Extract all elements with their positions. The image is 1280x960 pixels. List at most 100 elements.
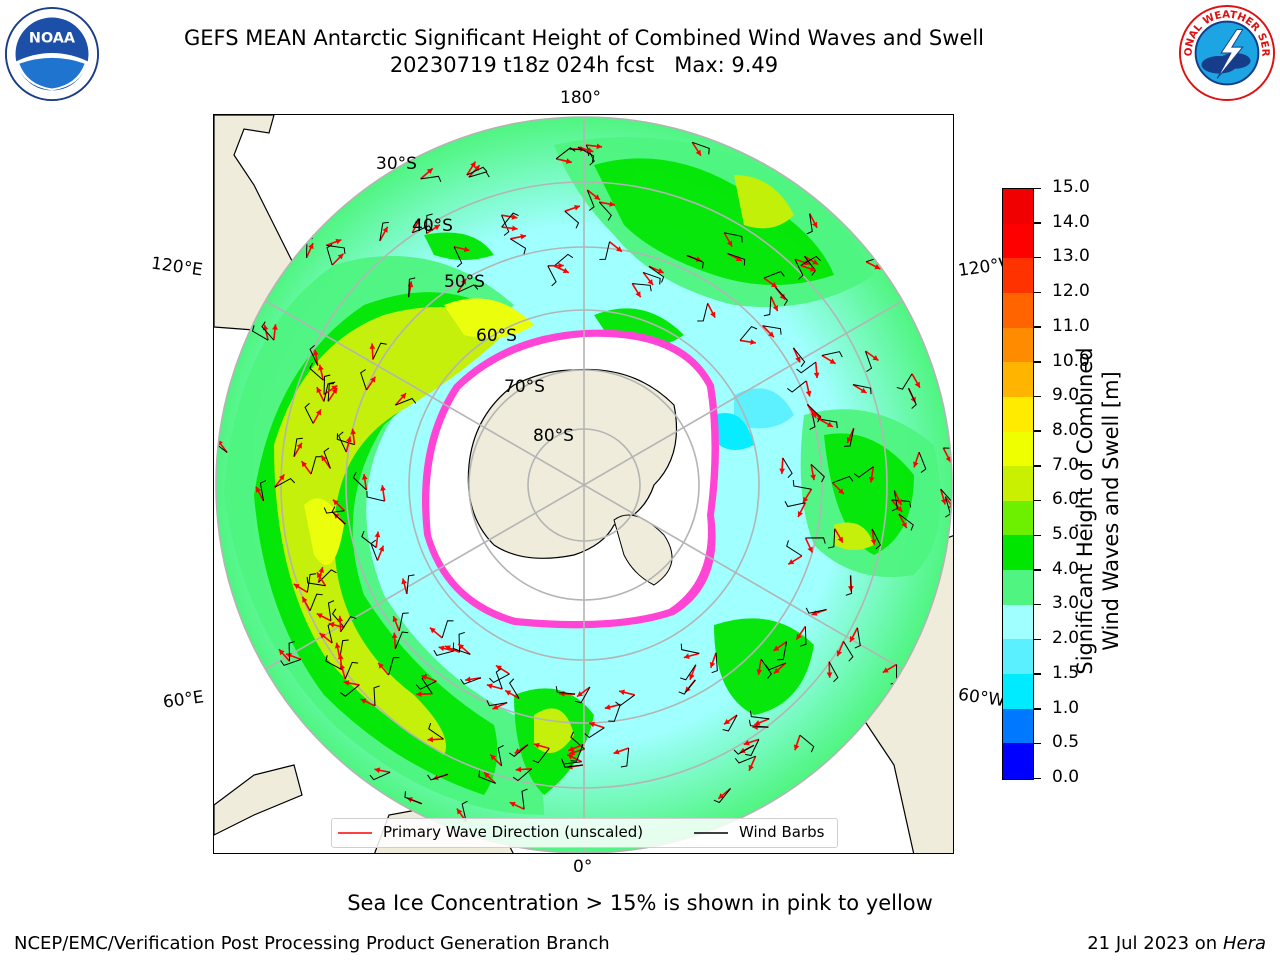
wind-barb	[794, 259, 804, 280]
wind-barb	[777, 641, 788, 661]
colorbar-tick-label: 1.5	[1052, 662, 1080, 683]
wind-barb	[891, 499, 912, 508]
wind-barb	[827, 528, 836, 549]
wind-barb	[555, 686, 576, 695]
wind-barb	[501, 215, 510, 236]
wind-barb	[722, 714, 738, 732]
wind-barb	[845, 575, 853, 596]
wave-direction-arrowhead	[343, 680, 350, 686]
wave-direction-arrowhead	[308, 243, 314, 250]
wave-direction-arrowhead	[750, 339, 756, 345]
wave-direction-arrowhead	[683, 653, 690, 659]
wave-direction-arrowhead	[346, 436, 352, 443]
wind-barb	[844, 428, 855, 447]
wave-direction-arrowhead	[574, 204, 580, 211]
wind-barb	[800, 255, 821, 266]
wave-direction-arrowhead	[444, 645, 451, 651]
wave-direction-arrowhead	[836, 650, 843, 657]
colorbar-tick-label: 10.0	[1052, 350, 1090, 371]
colorbar-segment	[1003, 362, 1033, 398]
wind-barb	[323, 447, 331, 469]
colorbar-tick-mark	[1034, 465, 1041, 467]
wave-direction-arrowhead	[421, 674, 428, 681]
wave-direction-arrowhead	[426, 168, 433, 174]
wind-barb	[495, 668, 503, 690]
wind-barb	[748, 719, 769, 728]
colorbar-tick-mark	[1034, 395, 1041, 398]
wind-barb	[425, 213, 433, 234]
wind-barb	[763, 296, 772, 317]
colorbar-segment	[1003, 258, 1033, 294]
wave-direction-arrowhead	[438, 645, 445, 652]
wave-direction-arrowhead	[868, 476, 875, 483]
colorbar-segment	[1003, 223, 1033, 259]
wave-direction-arrowhead	[589, 721, 595, 728]
wave-direction-arrowhead	[810, 474, 816, 481]
colorbar-tick-label: 3.0	[1052, 593, 1080, 614]
colorbar-tick-label: 11.0	[1052, 315, 1090, 336]
wind-barb	[853, 466, 874, 478]
wind-barb	[678, 679, 696, 695]
colorbar-segment	[1003, 604, 1033, 640]
wind-barb	[326, 244, 346, 254]
wind-barb	[441, 620, 454, 639]
wind-barb	[406, 574, 415, 594]
wave-direction-arrowhead	[567, 754, 574, 760]
wave-direction-arrowhead	[293, 583, 300, 590]
wave-direction-arrowhead	[332, 499, 339, 506]
wave-direction-arrowhead	[849, 635, 856, 642]
colorbar-tick-label: 7.0	[1052, 454, 1080, 475]
wind-barb	[733, 744, 755, 755]
wind-barb	[521, 788, 528, 810]
wind-barb	[584, 727, 605, 739]
wind-barb	[615, 694, 635, 707]
wind-barb	[787, 380, 807, 393]
wave-direction-arrowhead	[807, 546, 813, 553]
wind-barb	[280, 658, 302, 666]
wave-direction-arrowhead	[316, 387, 322, 394]
lon-label-60e: 60°E	[161, 687, 206, 713]
wind-barb	[512, 768, 533, 782]
wind-barb	[765, 662, 787, 671]
wave-direction-arrowhead	[465, 676, 471, 683]
wave-direction-arrowhead	[788, 559, 795, 565]
colorbar-segment	[1003, 189, 1033, 225]
colorbar	[1002, 188, 1034, 780]
wave-direction-arrowhead	[604, 704, 611, 710]
wind-barb	[293, 437, 303, 457]
wind-barb	[943, 447, 952, 455]
wind-barb	[532, 748, 550, 764]
wave-direction-arrowhead	[391, 632, 398, 639]
wind-barb	[806, 213, 813, 235]
wave-direction-arrowhead	[810, 266, 816, 272]
colorbar-tick-label: 15.0	[1052, 177, 1090, 197]
wind-barb	[395, 397, 417, 406]
wave-direction-arrowhead	[710, 311, 716, 318]
wave-direction-arrowhead	[594, 194, 601, 200]
colorbar-segment	[1003, 639, 1033, 675]
wind-barb	[373, 685, 380, 706]
colorbar-tick-label: 14.0	[1052, 211, 1090, 232]
lon-label-0: 0°	[573, 857, 593, 877]
wave-direction-arrowhead	[802, 496, 809, 503]
wave-direction-arrowhead	[458, 643, 465, 650]
wave-direction-arrowhead	[874, 264, 881, 270]
legend-swatch-barb	[694, 832, 728, 834]
wind-barb	[340, 616, 357, 633]
wind-barb	[344, 661, 359, 680]
wind-barb	[852, 384, 872, 395]
wind-barb	[793, 347, 806, 368]
colorbar-segment	[1003, 570, 1033, 606]
wind-barb	[854, 627, 861, 649]
lat-label-30s: 30°S	[376, 154, 417, 174]
colorbar-tick-mark	[1034, 777, 1041, 779]
wave-direction-arrowhead	[460, 278, 467, 285]
wave-height-field	[224, 137, 941, 815]
wind-barb	[394, 631, 409, 649]
wave-direction-arrowhead	[533, 742, 540, 749]
wave-direction-arrowhead	[315, 409, 321, 416]
wave-direction-arrowhead	[369, 343, 376, 349]
wave-direction-arrowhead	[401, 578, 407, 585]
wave-direction-arrowhead	[901, 522, 907, 529]
wave-direction-arrowhead	[723, 718, 730, 725]
